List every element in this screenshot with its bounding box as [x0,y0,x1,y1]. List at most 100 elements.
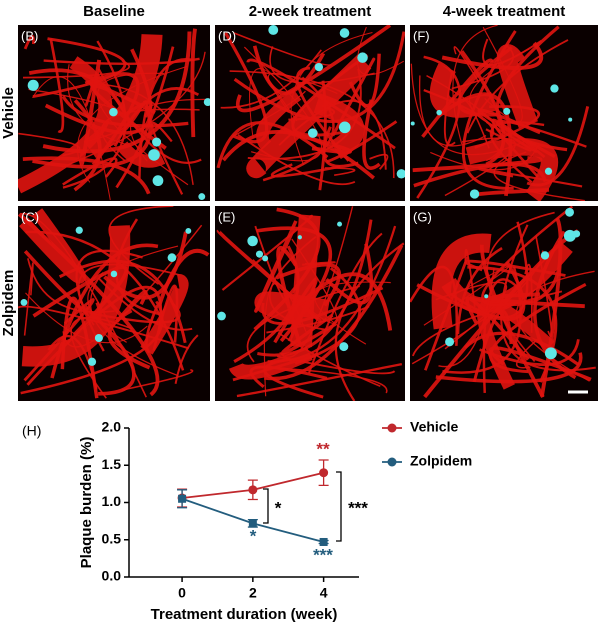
y-tick-label: 1.5 [102,456,122,472]
panel-label: (F) [413,28,430,43]
plaque [217,311,226,321]
plaque [550,84,559,93]
vessel [449,221,529,319]
vessel [273,277,318,344]
vessel [464,259,566,277]
vessel [129,98,209,162]
plaque [75,226,83,234]
vessel [233,31,405,124]
vessel [430,144,539,171]
vessel [32,37,127,99]
vessels [18,206,210,399]
vessel [362,99,381,170]
vessel [348,53,381,108]
vessel [423,266,509,326]
vessel [295,66,350,162]
plaque [148,149,160,161]
vessel [437,92,513,197]
vessels [18,28,210,201]
vessel [151,121,184,195]
vessel [482,26,523,123]
plaque [563,229,576,242]
vessel [229,70,395,179]
vessel [103,231,188,300]
vessels [410,25,590,201]
plaque [198,193,206,201]
panel-label: (B) [21,28,38,43]
marker [248,519,257,528]
bracket [336,471,342,542]
vessels [216,25,405,191]
y-tick-label: 1.0 [102,493,122,509]
significance: *** [313,545,333,564]
marker [319,468,329,478]
vessel [269,46,375,84]
vessel [322,126,359,168]
vessel [357,26,405,76]
vessel [253,207,321,331]
plaque [436,109,442,116]
plaque [544,347,557,360]
vessel [252,45,326,95]
plaque [152,137,162,147]
bracket [263,488,269,524]
vessel [461,30,517,190]
vessel [477,108,556,159]
micrograph: (F) [410,25,598,201]
vessel [464,248,476,308]
vessel [489,292,585,309]
vessel [89,272,179,377]
vessel [89,302,181,324]
vessel [249,68,283,138]
plaque [337,221,343,227]
plaque [27,79,39,91]
image-grid: (B) (D) (F) (C) (E) (G) [18,25,598,401]
x-tick-label: 0 [178,585,186,601]
vessel [254,220,298,313]
marker [319,537,328,546]
plaque [308,128,318,138]
vessel [221,130,375,180]
vessel [107,308,151,370]
plaque [445,337,455,347]
plaque [87,357,97,366]
plaque [339,342,349,352]
vessel [442,266,522,374]
vessel [263,282,307,397]
plaque [540,251,550,260]
column-header: 2-week treatment [249,3,372,20]
significance: *** [348,498,368,517]
plaque [339,28,350,38]
vessel [469,240,562,307]
panel-label: (C) [21,209,39,224]
vessel [237,134,356,186]
vessel [23,262,34,336]
vessel [18,305,190,350]
vessel [479,339,580,367]
vessel [252,238,338,325]
vessel [174,334,199,385]
panel-label: (H) [22,423,41,439]
micrograph: (B) [18,25,210,201]
vessel [469,48,530,127]
vessel [115,218,160,316]
x-axis-label: Treatment duration (week) [151,606,338,623]
plaque [109,107,118,117]
vessel [429,63,497,118]
plaque [503,107,511,115]
plaque [167,253,177,262]
row-header: Vehicle [0,87,17,139]
vessel [216,121,329,169]
row-header: Zolpidem [0,270,17,337]
vessels [410,206,596,399]
vessel [435,352,583,384]
plaque [20,298,28,306]
plaque [357,52,368,63]
column-header: Baseline [83,3,145,20]
y-tick-label: 0.5 [102,530,122,546]
vessel [23,35,35,50]
vessel [32,76,111,201]
vessel [334,242,405,401]
significance: * [275,498,282,517]
